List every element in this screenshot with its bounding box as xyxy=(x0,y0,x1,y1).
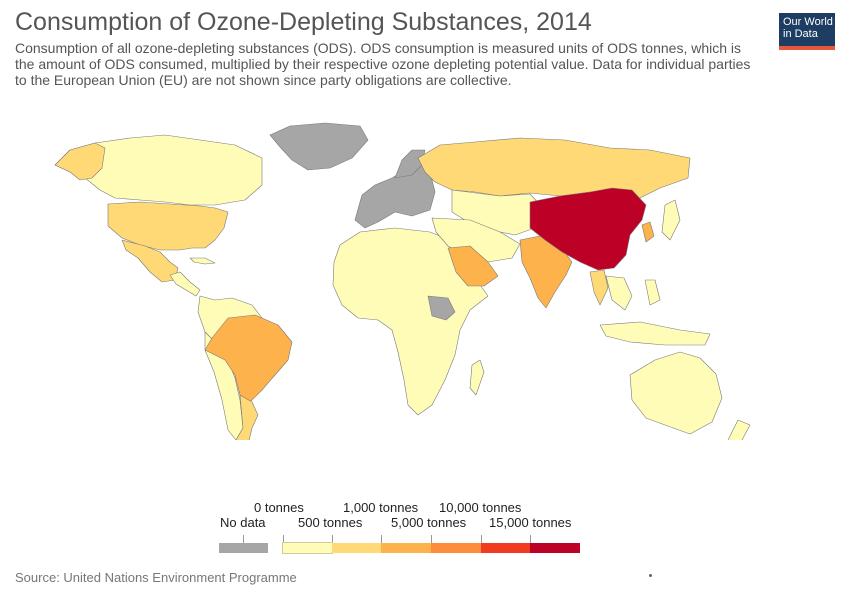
region-australia[interactable] xyxy=(629,351,723,435)
legend-label-4: 10,000 tonnes xyxy=(439,500,522,515)
chart-subtitle: Consumption of all ozone-depleting subst… xyxy=(15,40,751,88)
region-scandinavia[interactable] xyxy=(394,149,426,179)
region-russia[interactable] xyxy=(417,137,691,199)
region-europe[interactable] xyxy=(354,159,436,229)
legend-tick-3 xyxy=(431,535,432,543)
legend-label-2: 1,000 tonnes xyxy=(343,500,419,515)
legend-swatch-0-500[interactable] xyxy=(282,542,333,554)
region-southeast-asia[interactable] xyxy=(605,275,633,311)
legend-tick-2 xyxy=(381,535,382,543)
region-new-zealand[interactable] xyxy=(727,419,751,440)
legend-tick-5 xyxy=(530,535,531,543)
region-canada[interactable] xyxy=(54,134,263,206)
legend-tick-4 xyxy=(481,535,482,543)
legend-no-data-label: No data xyxy=(220,515,266,530)
logo-line-1: Our World xyxy=(783,16,833,28)
legend-label-1: 500 tonnes xyxy=(298,515,363,530)
decorative-dot xyxy=(649,574,652,577)
legend-label-0: 0 tonnes xyxy=(254,500,304,515)
region-thailand[interactable] xyxy=(589,269,609,306)
legend-no-data-tick xyxy=(243,535,244,543)
legend-swatch-5000-10000[interactable] xyxy=(431,543,481,553)
region-argentina[interactable] xyxy=(235,394,259,440)
region-indonesia[interactable] xyxy=(599,321,711,346)
legend-tick-1 xyxy=(332,535,333,543)
region-south-korea[interactable] xyxy=(641,221,655,243)
legend-no-data-swatch[interactable] xyxy=(219,543,268,553)
chart-title: Consumption of Ozone-Depleting Substance… xyxy=(15,8,592,36)
region-middle-east[interactable] xyxy=(431,217,521,263)
legend-swatch-1000-5000[interactable] xyxy=(381,543,431,553)
region-sudan[interactable] xyxy=(427,295,456,321)
region-china[interactable] xyxy=(529,187,647,271)
source-note: Source: United Nations Environment Progr… xyxy=(15,570,297,585)
legend-swatch-500-1000[interactable] xyxy=(332,543,381,553)
region-usa[interactable] xyxy=(107,201,229,251)
region-alaska[interactable] xyxy=(54,142,106,181)
owid-logo[interactable]: Our World in Data xyxy=(779,13,835,50)
region-philippines[interactable] xyxy=(644,279,661,306)
legend-label-3: 5,000 tonnes xyxy=(391,515,467,530)
legend-swatch-15000-plus[interactable] xyxy=(530,543,580,553)
region-greenland[interactable] xyxy=(269,122,369,171)
region-brazil[interactable] xyxy=(204,314,293,403)
legend-label-5: 15,000 tonnes xyxy=(489,515,572,530)
legend-swatch-10000-15000[interactable] xyxy=(481,543,530,553)
region-saudi-arabia[interactable] xyxy=(447,245,499,287)
world-map xyxy=(54,122,751,440)
region-cuba[interactable] xyxy=(189,257,216,265)
legend-tick-0 xyxy=(283,535,284,543)
logo-accent-bar xyxy=(779,46,835,50)
region-central-america[interactable] xyxy=(169,271,201,297)
logo-line-2: in Data xyxy=(783,28,818,40)
region-japan[interactable] xyxy=(661,199,681,241)
region-madagascar[interactable] xyxy=(469,359,485,396)
